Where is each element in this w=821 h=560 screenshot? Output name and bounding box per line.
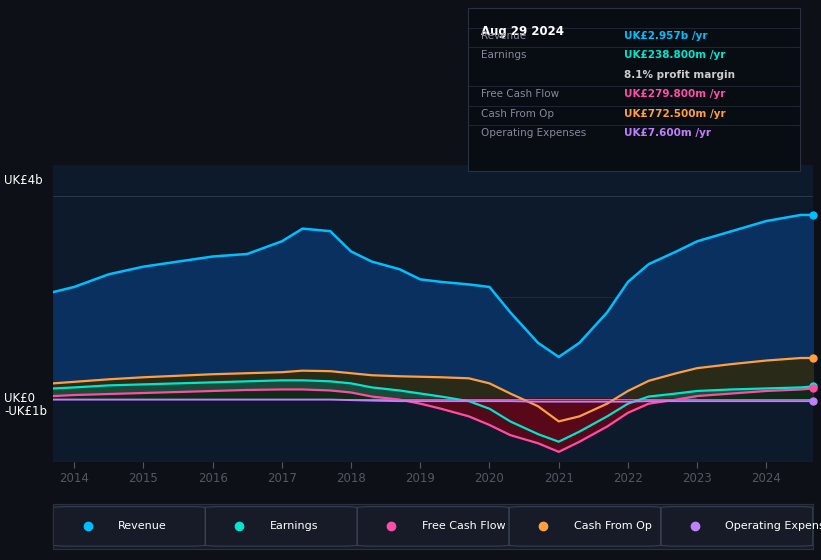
- Text: Free Cash Flow: Free Cash Flow: [422, 521, 505, 531]
- Text: UK£772.500m /yr: UK£772.500m /yr: [624, 109, 726, 119]
- Text: Earnings: Earnings: [481, 50, 527, 60]
- Text: UK£4b: UK£4b: [4, 174, 43, 187]
- Text: Earnings: Earnings: [270, 521, 319, 531]
- Text: Revenue: Revenue: [481, 31, 526, 41]
- Text: UK£7.600m /yr: UK£7.600m /yr: [624, 128, 711, 138]
- Text: UK£0: UK£0: [4, 392, 35, 405]
- Text: Operating Expenses: Operating Expenses: [481, 128, 586, 138]
- Text: Operating Expenses: Operating Expenses: [726, 521, 821, 531]
- Text: Aug 29 2024: Aug 29 2024: [481, 25, 564, 38]
- Text: Cash From Op: Cash From Op: [481, 109, 554, 119]
- Text: Revenue: Revenue: [118, 521, 167, 531]
- Text: UK£238.800m /yr: UK£238.800m /yr: [624, 50, 726, 60]
- Text: Free Cash Flow: Free Cash Flow: [481, 90, 559, 99]
- Text: UK£2.957b /yr: UK£2.957b /yr: [624, 31, 708, 41]
- Text: -UK£1b: -UK£1b: [4, 405, 47, 418]
- Text: UK£279.800m /yr: UK£279.800m /yr: [624, 90, 726, 99]
- Text: 8.1% profit margin: 8.1% profit margin: [624, 70, 736, 80]
- Text: Cash From Op: Cash From Op: [574, 521, 651, 531]
